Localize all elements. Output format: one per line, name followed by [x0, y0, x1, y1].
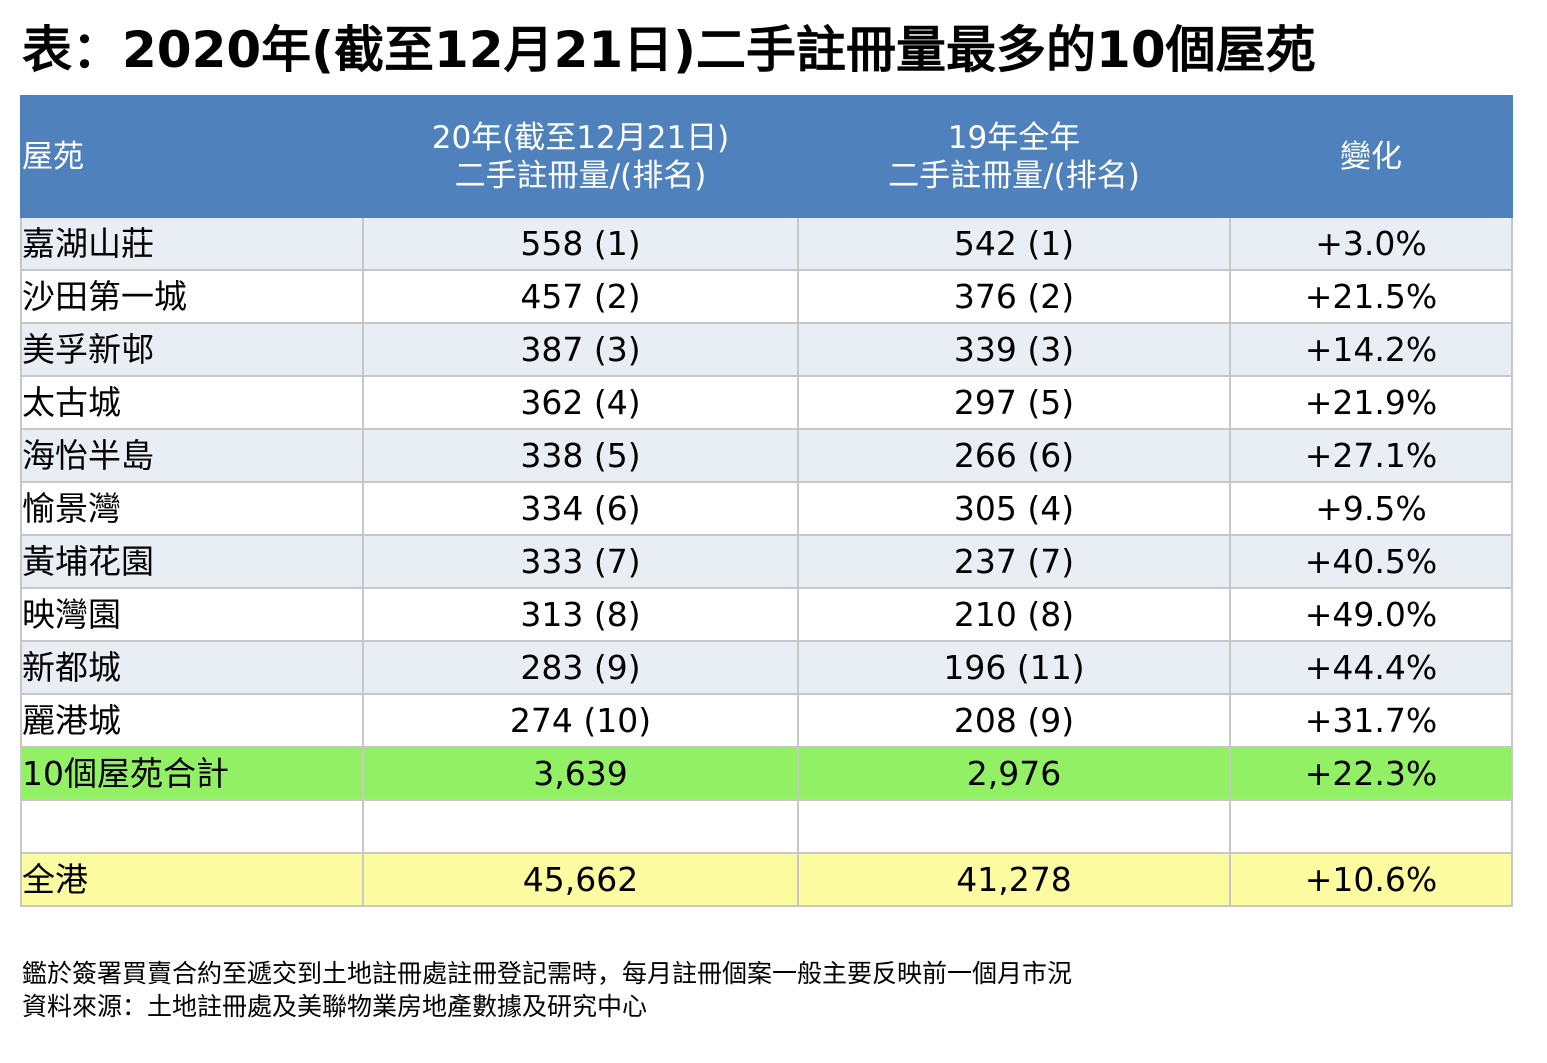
- cell-2020: 283 (9): [362, 640, 799, 695]
- cell-2019: 376 (2): [797, 269, 1231, 324]
- estate-registration-table: 屋苑 20年(截至12月21日) 二手註冊量/(排名) 19年全年 二手註冊量/…: [20, 95, 1513, 907]
- cell-estate: 嘉湖山莊: [20, 216, 364, 271]
- cell-2020: 362 (4): [362, 375, 799, 430]
- cell-2019: 210 (8): [797, 587, 1231, 642]
- cell-estate: 美孚新邨: [20, 322, 364, 377]
- header-2020-line1: 20年(截至12月21日): [431, 119, 730, 156]
- cell-2020: 387 (3): [362, 322, 799, 377]
- cell-2020: 338 (5): [362, 428, 799, 483]
- cell-change: +49.0%: [1229, 587, 1513, 642]
- cell-change: +21.5%: [1229, 269, 1513, 324]
- cell-2019: 196 (11): [797, 640, 1231, 695]
- cell-change: +31.7%: [1229, 693, 1513, 748]
- total-change: +10.6%: [1229, 852, 1513, 907]
- table-row: 麗港城 274 (10) 208 (9) +31.7%: [20, 693, 1513, 748]
- cell-2020: 333 (7): [362, 534, 799, 589]
- cell-change: +9.5%: [1229, 481, 1513, 536]
- spacer-row: [20, 799, 1513, 854]
- cell-2019: 266 (6): [797, 428, 1231, 483]
- cell-change: +21.9%: [1229, 375, 1513, 430]
- total-2020: 45,662: [362, 852, 799, 907]
- table-row: 沙田第一城 457 (2) 376 (2) +21.5%: [20, 269, 1513, 324]
- footnote-source: 資料來源：土地註冊處及美聯物業房地產數據及研究中心: [22, 992, 648, 1021]
- total-2019: 41,278: [797, 852, 1231, 907]
- cell-2020: 274 (10): [362, 693, 799, 748]
- header-2019-line1: 19年全年: [947, 119, 1081, 156]
- table-row: 黃埔花園 333 (7) 237 (7) +40.5%: [20, 534, 1513, 589]
- table-row: 海怡半島 338 (5) 266 (6) +27.1%: [20, 428, 1513, 483]
- cell-2019: 297 (5): [797, 375, 1231, 430]
- cell-2020: 313 (8): [362, 587, 799, 642]
- total-label: 全港: [20, 852, 364, 907]
- cell-2019: 542 (1): [797, 216, 1231, 271]
- cell-estate: 海怡半島: [20, 428, 364, 483]
- footnote-disclaimer: 鑑於簽署買賣合約至遞交到土地註冊處註冊登記需時，每月註冊個案一般主要反映前一個月…: [22, 959, 1073, 988]
- subtotal-label: 10個屋苑合計: [20, 746, 364, 801]
- header-2020-line2: 二手註冊量/(排名): [454, 157, 707, 194]
- header-2019: 19年全年 二手註冊量/(排名): [797, 95, 1231, 218]
- spacer-cell: [20, 799, 364, 854]
- table-row: 太古城 362 (4) 297 (5) +21.9%: [20, 375, 1513, 430]
- cell-change: +3.0%: [1229, 216, 1513, 271]
- cell-estate: 黃埔花園: [20, 534, 364, 589]
- header-2019-line2: 二手註冊量/(排名): [888, 157, 1140, 194]
- cell-change: +14.2%: [1229, 322, 1513, 377]
- total-row: 全港 45,662 41,278 +10.6%: [20, 852, 1513, 907]
- cell-2019: 305 (4): [797, 481, 1231, 536]
- cell-estate: 太古城: [20, 375, 364, 430]
- cell-estate: 愉景灣: [20, 481, 364, 536]
- footnotes: 鑑於簽署買賣合約至遞交到土地註冊處註冊登記需時，每月註冊個案一般主要反映前一個月…: [22, 957, 1072, 1023]
- cell-change: +44.4%: [1229, 640, 1513, 695]
- cell-2019: 339 (3): [797, 322, 1231, 377]
- table-row: 新都城 283 (9) 196 (11) +44.4%: [20, 640, 1513, 695]
- page-title: 表：2020年(截至12月21日)二手註冊量最多的10個屋苑: [22, 21, 1316, 79]
- cell-estate: 新都城: [20, 640, 364, 695]
- cell-estate: 沙田第一城: [20, 269, 364, 324]
- header-2020: 20年(截至12月21日) 二手註冊量/(排名): [362, 95, 799, 218]
- cell-estate: 麗港城: [20, 693, 364, 748]
- table-row: 映灣園 313 (8) 210 (8) +49.0%: [20, 587, 1513, 642]
- table-row: 美孚新邨 387 (3) 339 (3) +14.2%: [20, 322, 1513, 377]
- cell-2020: 558 (1): [362, 216, 799, 271]
- table-row: 嘉湖山莊 558 (1) 542 (1) +3.0%: [20, 216, 1513, 271]
- header-change: 變化: [1229, 95, 1513, 218]
- spacer-cell: [1229, 799, 1513, 854]
- subtotal-2019: 2,976: [797, 746, 1231, 801]
- cell-2020: 457 (2): [362, 269, 799, 324]
- cell-estate: 映灣園: [20, 587, 364, 642]
- cell-2019: 208 (9): [797, 693, 1231, 748]
- cell-change: +40.5%: [1229, 534, 1513, 589]
- table-header-row: 屋苑 20年(截至12月21日) 二手註冊量/(排名) 19年全年 二手註冊量/…: [20, 95, 1513, 218]
- spacer-cell: [362, 799, 799, 854]
- header-estate: 屋苑: [20, 95, 364, 218]
- cell-change: +27.1%: [1229, 428, 1513, 483]
- subtotal-2020: 3,639: [362, 746, 799, 801]
- subtotal-change: +22.3%: [1229, 746, 1513, 801]
- spacer-cell: [797, 799, 1231, 854]
- table-row: 愉景灣 334 (6) 305 (4) +9.5%: [20, 481, 1513, 536]
- cell-2019: 237 (7): [797, 534, 1231, 589]
- subtotal-row: 10個屋苑合計 3,639 2,976 +22.3%: [20, 746, 1513, 801]
- cell-2020: 334 (6): [362, 481, 799, 536]
